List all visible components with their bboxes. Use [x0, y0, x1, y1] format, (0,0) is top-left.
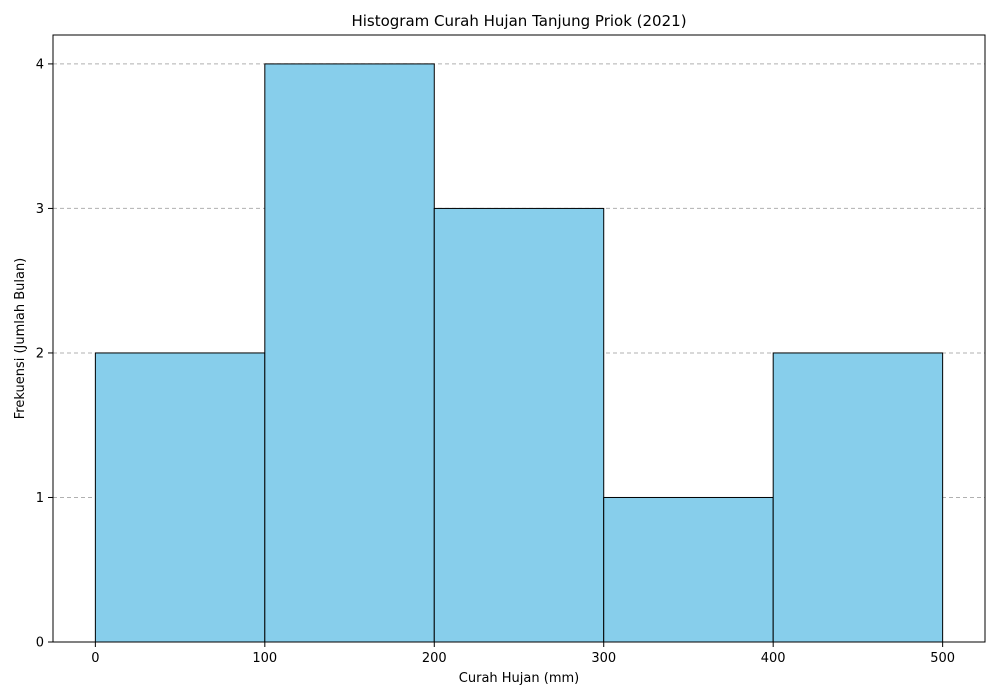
x-tick-label: 200 [422, 651, 447, 666]
chart-title: Histogram Curah Hujan Tanjung Priok (202… [351, 12, 686, 30]
histogram-bar [264, 63, 435, 643]
histogram-bar [94, 352, 266, 643]
x-tick-label: 0 [91, 651, 99, 666]
ticks-layer: 0 100 200 300 400 500 0 1 2 3 4 [36, 57, 955, 666]
histogram-bar [772, 352, 944, 643]
plot-frame [52, 34, 986, 643]
y-tick-label: 0 [36, 636, 44, 651]
histogram-bar [603, 496, 774, 643]
y-tick-label: 1 [36, 491, 44, 506]
x-tick-label: 100 [252, 651, 277, 666]
x-axis-label: Curah Hujan (mm) [459, 671, 579, 686]
x-tick-label: 400 [761, 651, 786, 666]
x-tick-label: 500 [930, 651, 955, 666]
y-tick-label: 2 [36, 346, 44, 361]
y-axis-label: Frekuensi (Jumlah Bulan) [13, 258, 28, 420]
y-tick-label: 3 [36, 202, 44, 217]
x-tick-label: 300 [591, 651, 616, 666]
histogram-bar [433, 207, 605, 643]
y-tick-label: 4 [36, 57, 44, 72]
